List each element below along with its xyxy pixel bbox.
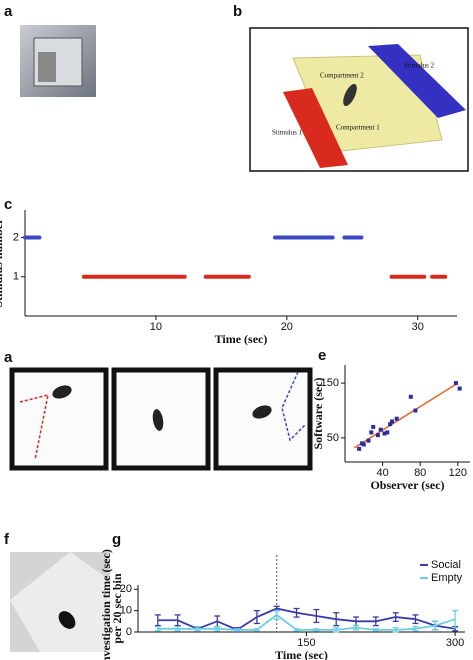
y-axis-label: Stimulus number — [0, 218, 5, 308]
point — [366, 438, 371, 443]
legend-label: Social — [431, 559, 461, 571]
y-axis-label: Investigation time (sec) — [99, 549, 113, 660]
point — [385, 430, 390, 435]
y-axis-label: Software (sec) — [311, 377, 325, 449]
point — [369, 430, 374, 435]
x-tick-label: 30 — [412, 321, 424, 333]
mouse-photo — [10, 552, 110, 652]
diagram-label: Stimulus 2 — [404, 62, 435, 70]
point — [453, 381, 458, 386]
x-axis-label: Observer (sec) — [370, 478, 444, 492]
point — [389, 419, 394, 424]
x-tick-label: 80 — [414, 467, 426, 479]
tracking-photos — [9, 367, 313, 471]
x-axis-label: Time (sec) — [275, 648, 328, 660]
series-line — [157, 607, 456, 631]
arena-diagram — [249, 27, 469, 172]
x-tick-label: 40 — [376, 467, 388, 479]
diagram-label: Stimulus 1 — [272, 129, 303, 137]
panel-label: f — [4, 531, 10, 548]
point — [382, 431, 387, 436]
panel-label: a — [4, 3, 13, 20]
y-tick-label: 1 — [13, 271, 19, 283]
point — [457, 386, 462, 391]
y-tick-label: 150 — [321, 377, 339, 389]
y-tick-label: 2 — [13, 231, 19, 243]
fit-line — [354, 382, 459, 449]
panel-label: c — [4, 196, 12, 213]
panel-label: b — [233, 3, 242, 20]
panel-label: a — [4, 349, 13, 366]
x-tick-label: 10 — [150, 321, 162, 333]
panel-label: e — [318, 347, 326, 364]
y-axis-label: per 20 sec bin — [110, 573, 124, 643]
point — [378, 427, 383, 432]
x-axis-label: Time (sec) — [215, 332, 268, 346]
point — [371, 424, 376, 429]
point — [361, 442, 366, 447]
apparatus-photo — [20, 25, 96, 97]
diagram-label: Compartment 1 — [336, 124, 380, 132]
series-line — [157, 613, 456, 631]
y-tick-label: 20 — [120, 583, 132, 595]
point — [394, 416, 399, 421]
point — [375, 433, 380, 438]
y-tick-label: 50 — [327, 432, 339, 444]
x-tick-label: 300 — [446, 637, 464, 649]
diagram-label: Compartment 2 — [320, 72, 364, 80]
point — [388, 422, 393, 427]
x-tick-label: 120 — [449, 467, 467, 479]
legend-label: Empty — [431, 572, 463, 584]
x-tick-label: 150 — [297, 637, 315, 649]
point — [357, 446, 362, 451]
point — [413, 408, 418, 413]
panel-label: g — [112, 531, 121, 548]
y-tick-label: 0 — [126, 626, 132, 638]
y-tick-label: 10 — [120, 605, 132, 617]
x-tick-label: 20 — [281, 321, 293, 333]
point — [408, 394, 413, 399]
